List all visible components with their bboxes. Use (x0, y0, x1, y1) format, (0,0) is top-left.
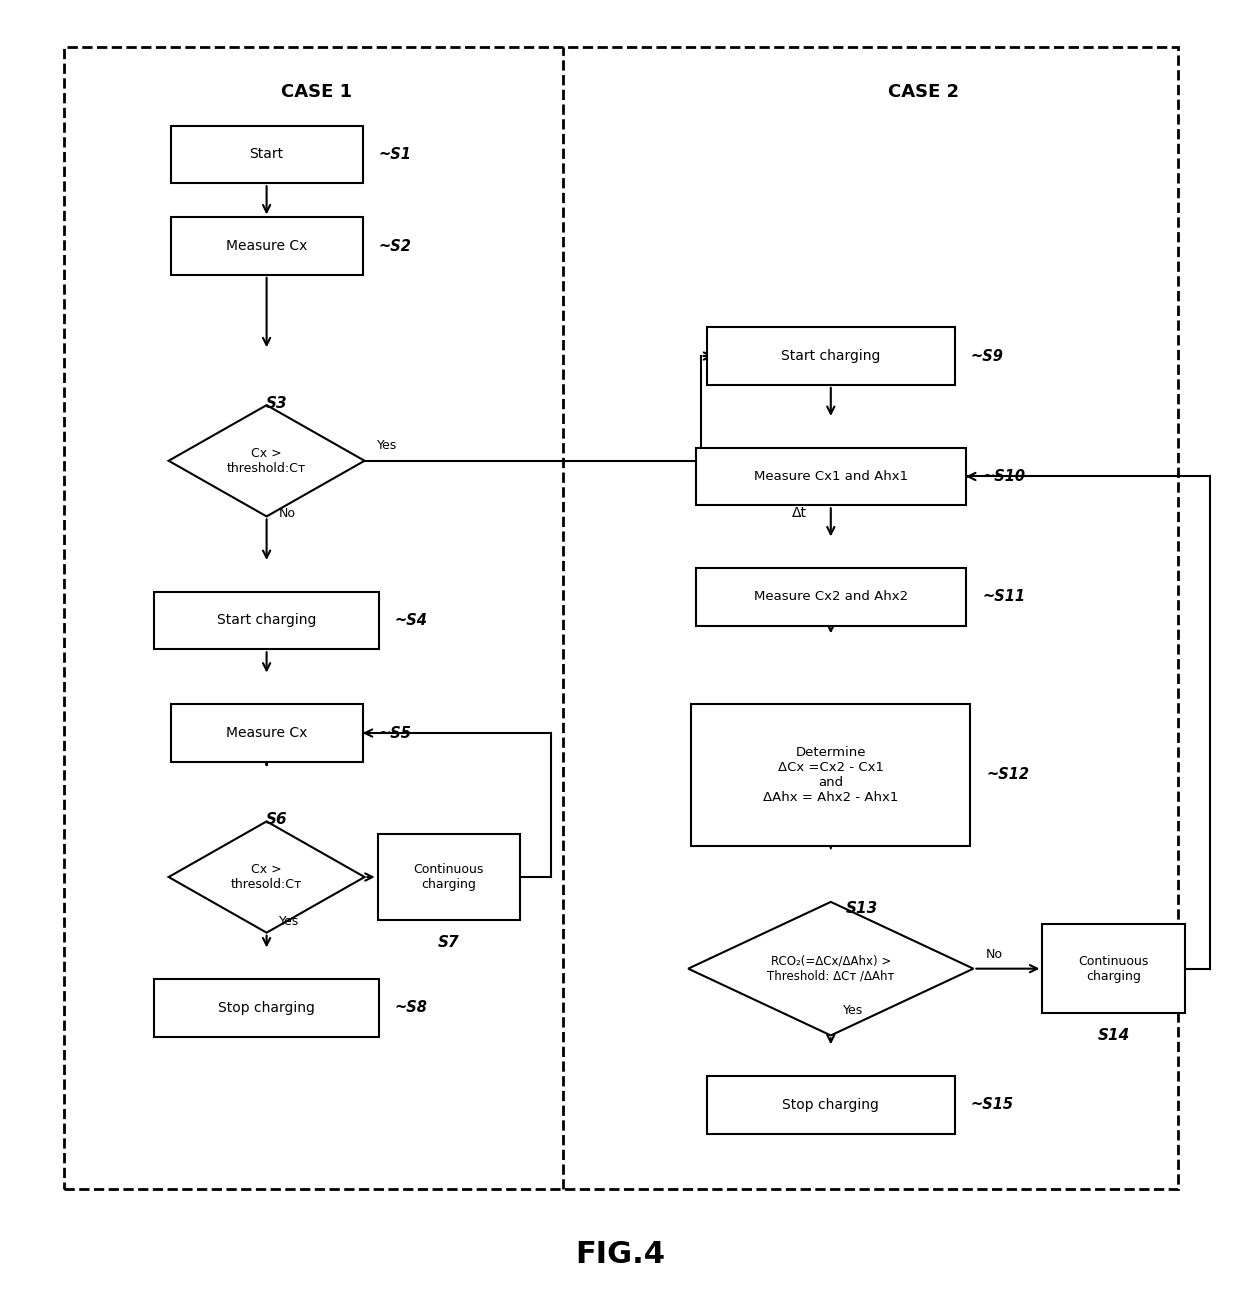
FancyBboxPatch shape (377, 834, 521, 920)
Text: CASE 1: CASE 1 (280, 82, 352, 101)
Text: ~S5: ~S5 (379, 725, 412, 741)
Text: Yes: Yes (377, 439, 397, 452)
FancyBboxPatch shape (707, 327, 955, 385)
Text: Start charging: Start charging (781, 350, 880, 363)
Text: S6: S6 (265, 812, 288, 827)
Text: Measure Cx: Measure Cx (226, 726, 308, 740)
Text: Yes: Yes (843, 1004, 863, 1017)
Text: Yes: Yes (279, 915, 299, 928)
Text: ~S1: ~S1 (379, 147, 412, 162)
Text: Start charging: Start charging (217, 614, 316, 627)
Text: RCO₂(=ΔCx/ΔAhx) >
Threshold: ΔCᴛ /ΔAhᴛ: RCO₂(=ΔCx/ΔAhx) > Threshold: ΔCᴛ /ΔAhᴛ (768, 954, 894, 983)
Text: S3: S3 (265, 395, 288, 411)
Text: No: No (377, 857, 394, 870)
Polygon shape (688, 902, 973, 1035)
Text: Determine
ΔCx =Cx2 - Cx1
and
ΔAhx = Ahx2 - Ahx1: Determine ΔCx =Cx2 - Cx1 and ΔAhx = Ahx2… (763, 746, 899, 804)
Text: Stop charging: Stop charging (218, 1001, 315, 1014)
Text: ~S15: ~S15 (971, 1097, 1014, 1113)
Text: Measure Cx1 and Ahx1: Measure Cx1 and Ahx1 (754, 470, 908, 483)
Text: Δt: Δt (792, 507, 807, 520)
Text: Cx >
thresold:Cᴛ: Cx > thresold:Cᴛ (231, 863, 303, 891)
Text: Continuous
charging: Continuous charging (414, 863, 484, 891)
Text: S7: S7 (438, 935, 460, 950)
Text: Cx >
threshold:Cᴛ: Cx > threshold:Cᴛ (227, 446, 306, 475)
Text: Start: Start (249, 148, 284, 161)
FancyBboxPatch shape (171, 126, 362, 183)
Text: ~S10: ~S10 (982, 469, 1025, 484)
FancyBboxPatch shape (696, 568, 966, 626)
Text: ~S8: ~S8 (394, 1000, 428, 1016)
Text: CASE 2: CASE 2 (888, 82, 960, 101)
Text: ~S2: ~S2 (379, 238, 412, 254)
Text: ~S9: ~S9 (971, 348, 1004, 364)
Text: ~S11: ~S11 (982, 589, 1025, 605)
FancyBboxPatch shape (692, 704, 970, 846)
Text: Measure Cx: Measure Cx (226, 240, 308, 253)
Text: ~S4: ~S4 (394, 613, 428, 628)
Text: Stop charging: Stop charging (782, 1098, 879, 1111)
Text: S13: S13 (846, 901, 878, 916)
Polygon shape (169, 406, 365, 516)
Text: No: No (986, 948, 1003, 961)
Polygon shape (169, 822, 365, 932)
FancyBboxPatch shape (64, 47, 1178, 1189)
FancyBboxPatch shape (707, 1076, 955, 1134)
Text: Measure Cx2 and Ahx2: Measure Cx2 and Ahx2 (754, 590, 908, 603)
FancyBboxPatch shape (154, 592, 379, 649)
Text: S14: S14 (1097, 1028, 1130, 1043)
FancyBboxPatch shape (171, 217, 362, 275)
FancyBboxPatch shape (171, 704, 362, 762)
Text: ~S12: ~S12 (987, 767, 1029, 783)
FancyBboxPatch shape (1042, 924, 1184, 1013)
FancyBboxPatch shape (154, 979, 379, 1037)
Text: FIG.4: FIG.4 (575, 1240, 665, 1268)
Text: Continuous
charging: Continuous charging (1079, 954, 1148, 983)
FancyBboxPatch shape (696, 448, 966, 505)
Text: No: No (279, 507, 296, 520)
